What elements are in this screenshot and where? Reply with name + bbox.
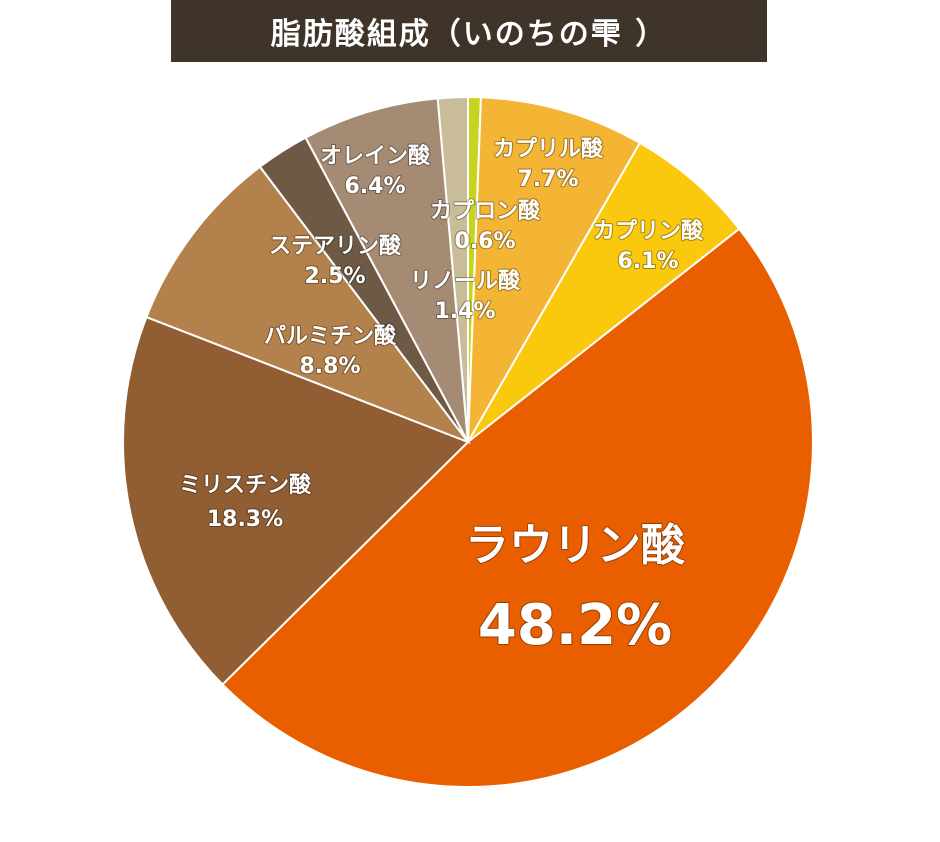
- slice-name-label: オレイン酸: [320, 144, 431, 169]
- pie-slice: [145, 165, 471, 445]
- pie-slice: [304, 97, 469, 443]
- slice-name-label: ラウリン酸: [465, 520, 686, 571]
- pie-slices: [122, 95, 814, 788]
- chart-title-bar: 脂肪酸組成（いのちの雫 ）: [171, 0, 767, 62]
- slice-name-label: ステアリン酸: [269, 234, 402, 259]
- slice-value-label: 7.7%: [517, 167, 578, 192]
- slice-name-label: パルミチン酸: [264, 324, 397, 349]
- chart-title: 脂肪酸組成（いのちの雫 ）: [270, 17, 668, 52]
- pie-slice: [467, 96, 642, 443]
- slice-value-label: 6.1%: [617, 249, 678, 274]
- slice-value-label: 6.4%: [344, 174, 405, 199]
- slice-value-label: 48.2%: [478, 593, 672, 658]
- pie-labels: カプロン酸 0.6% カプリル酸 7.7% カプリン酸 6.1% ラウリン酸 48.2% ミリス…: [178, 136, 705, 659]
- slice-name-label: カプリル酸: [493, 137, 604, 162]
- pie-slice: [436, 95, 469, 443]
- slice-name-label: カプロン酸: [430, 199, 541, 224]
- pie-slice: [221, 227, 814, 788]
- slice-value-label: 18.3%: [207, 507, 283, 532]
- slice-value-label: 0.6%: [454, 229, 515, 254]
- pie-slice: [467, 141, 741, 443]
- slice-value-label: 1.4%: [434, 299, 495, 324]
- slice-value-label: 2.5%: [304, 264, 365, 289]
- slice-value-label: 8.8%: [299, 354, 360, 379]
- slice-name-label: カプリン酸: [593, 219, 704, 244]
- slice-name-label: ミリスチン酸: [179, 473, 312, 498]
- slice-name-label: リノール酸: [410, 269, 521, 294]
